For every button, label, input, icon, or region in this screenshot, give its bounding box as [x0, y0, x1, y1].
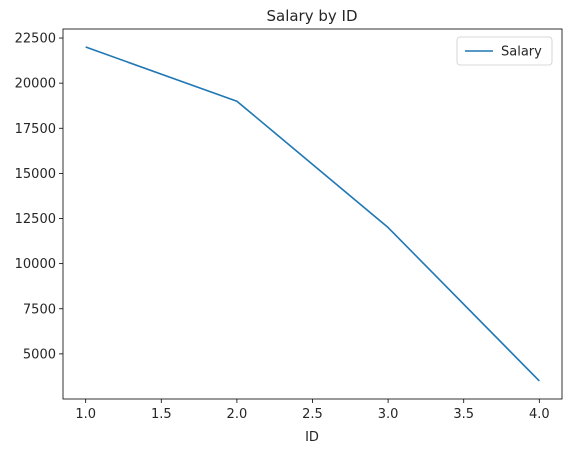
x-tick-label: 3.5 [453, 407, 474, 422]
legend-entry: Salary [501, 45, 542, 60]
y-tick-label: 12500 [15, 212, 56, 227]
x-tick-label: 1.5 [151, 407, 172, 422]
x-tick-label: 1.0 [75, 407, 96, 422]
y-tick-label: 15000 [15, 167, 56, 182]
y-tick-label: 20000 [15, 77, 56, 92]
series-line-salary [85, 46, 540, 382]
plot-area: 1.0 1.5 2.0 2.5 3.0 3.5 4.0 5000 7500 10000 12500 1… [15, 28, 563, 422]
x-tick-label: 2.5 [302, 407, 323, 422]
x-tick-label: 2.0 [227, 407, 248, 422]
legend: Salary [456, 36, 553, 66]
y-tick-label: 7500 [23, 302, 56, 317]
y-tick-label: 17500 [15, 122, 56, 137]
x-tick-label: 3.0 [378, 407, 399, 422]
chart-title: Salary by ID [266, 7, 357, 25]
legend-box [456, 36, 553, 66]
plot-frame [62, 28, 563, 400]
y-tick-label: 5000 [23, 347, 56, 362]
x-axis-label: ID [305, 430, 319, 445]
y-tick-label: 10000 [15, 257, 56, 272]
x-tick-label: 4.0 [529, 407, 550, 422]
y-tick-label: 22500 [15, 32, 56, 47]
